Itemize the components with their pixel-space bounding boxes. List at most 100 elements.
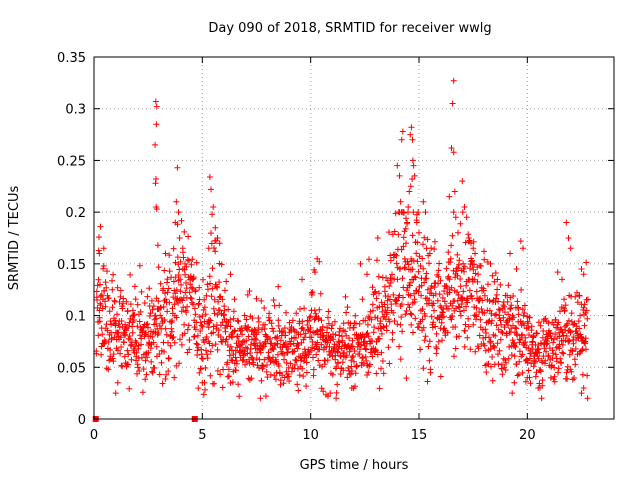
data-point [420, 265, 427, 272]
data-point [198, 365, 204, 372]
data-point [552, 331, 559, 338]
axes: 0 0.05 0.1 0.15 0.2 0.25 0.3 0.35 0 5 10 15 20 [57, 51, 614, 443]
data-point [312, 269, 318, 276]
data-point [332, 331, 339, 338]
data-point [268, 320, 275, 327]
data-point [399, 275, 406, 282]
data-point [153, 121, 160, 128]
data-point [503, 359, 509, 366]
data-point [384, 297, 391, 304]
data-point [447, 259, 454, 266]
data-point [223, 336, 230, 343]
data-point [114, 347, 121, 354]
data-point [539, 377, 546, 384]
data-point [561, 307, 568, 314]
data-point [557, 355, 564, 362]
data-point [225, 366, 232, 373]
data-point [522, 378, 529, 385]
data-point [162, 296, 169, 303]
data-point [164, 276, 171, 283]
data-point [468, 257, 475, 264]
data-point [272, 376, 279, 383]
data-point [356, 320, 363, 327]
data-point [481, 310, 488, 316]
data-point [570, 321, 577, 328]
data-point [488, 310, 495, 317]
data-point [274, 333, 281, 340]
data-point [118, 362, 125, 369]
data-point [275, 317, 282, 324]
data-point [492, 332, 499, 339]
data-point [462, 239, 469, 246]
data-point [96, 307, 103, 314]
data-point [378, 365, 384, 372]
data-point [211, 380, 218, 387]
data-point [173, 362, 180, 369]
data-point [322, 357, 329, 364]
data-point [211, 310, 218, 317]
data-point [571, 356, 578, 363]
data-point [325, 320, 332, 327]
data-point [205, 324, 212, 331]
data-point [214, 311, 221, 318]
data-point [555, 365, 562, 372]
data-point [517, 337, 524, 343]
data-point [477, 316, 484, 323]
data-point [409, 136, 416, 143]
data-point [201, 304, 208, 311]
data-point [347, 371, 354, 378]
data-point [325, 314, 331, 321]
data-point [330, 336, 337, 343]
data-point [450, 77, 457, 84]
data-point [202, 386, 208, 393]
data-point [103, 365, 110, 372]
data-point [363, 346, 370, 353]
data-point [426, 250, 433, 257]
data-point [200, 276, 206, 283]
data-point [97, 293, 104, 300]
data-point [165, 368, 172, 375]
data-point [131, 283, 138, 290]
data-point [501, 303, 508, 310]
data-point [97, 302, 104, 309]
data-point [510, 314, 517, 321]
data-point [231, 328, 238, 335]
data-point [561, 296, 568, 303]
data-point [444, 329, 451, 336]
data-point [487, 345, 494, 352]
data-point [263, 393, 269, 400]
data-point [143, 371, 150, 378]
data-point [376, 385, 383, 392]
data-point [426, 260, 432, 267]
data-point [352, 383, 358, 390]
data-point [366, 256, 372, 263]
data-point [454, 297, 461, 304]
data-point [315, 357, 322, 364]
data-point [194, 332, 201, 339]
data-point [473, 304, 480, 311]
data-point [149, 368, 155, 375]
data-point [417, 263, 424, 269]
data-point [258, 297, 265, 304]
data-point [470, 266, 477, 273]
data-point [465, 231, 472, 238]
data-point [334, 381, 341, 388]
data-point [374, 257, 380, 264]
data-point [178, 308, 185, 315]
data-point [208, 230, 214, 237]
data-point [387, 257, 394, 264]
data-point [517, 238, 524, 245]
data-point [178, 217, 185, 224]
data-point [192, 326, 199, 333]
data-point [307, 313, 314, 320]
data-point [541, 345, 548, 352]
data-point [262, 321, 268, 328]
data-point [257, 349, 264, 356]
data-point [455, 292, 462, 298]
data-point [270, 346, 277, 353]
data-point [249, 315, 256, 322]
data-point [505, 311, 512, 318]
data-point [122, 321, 129, 328]
data-point [400, 209, 407, 216]
